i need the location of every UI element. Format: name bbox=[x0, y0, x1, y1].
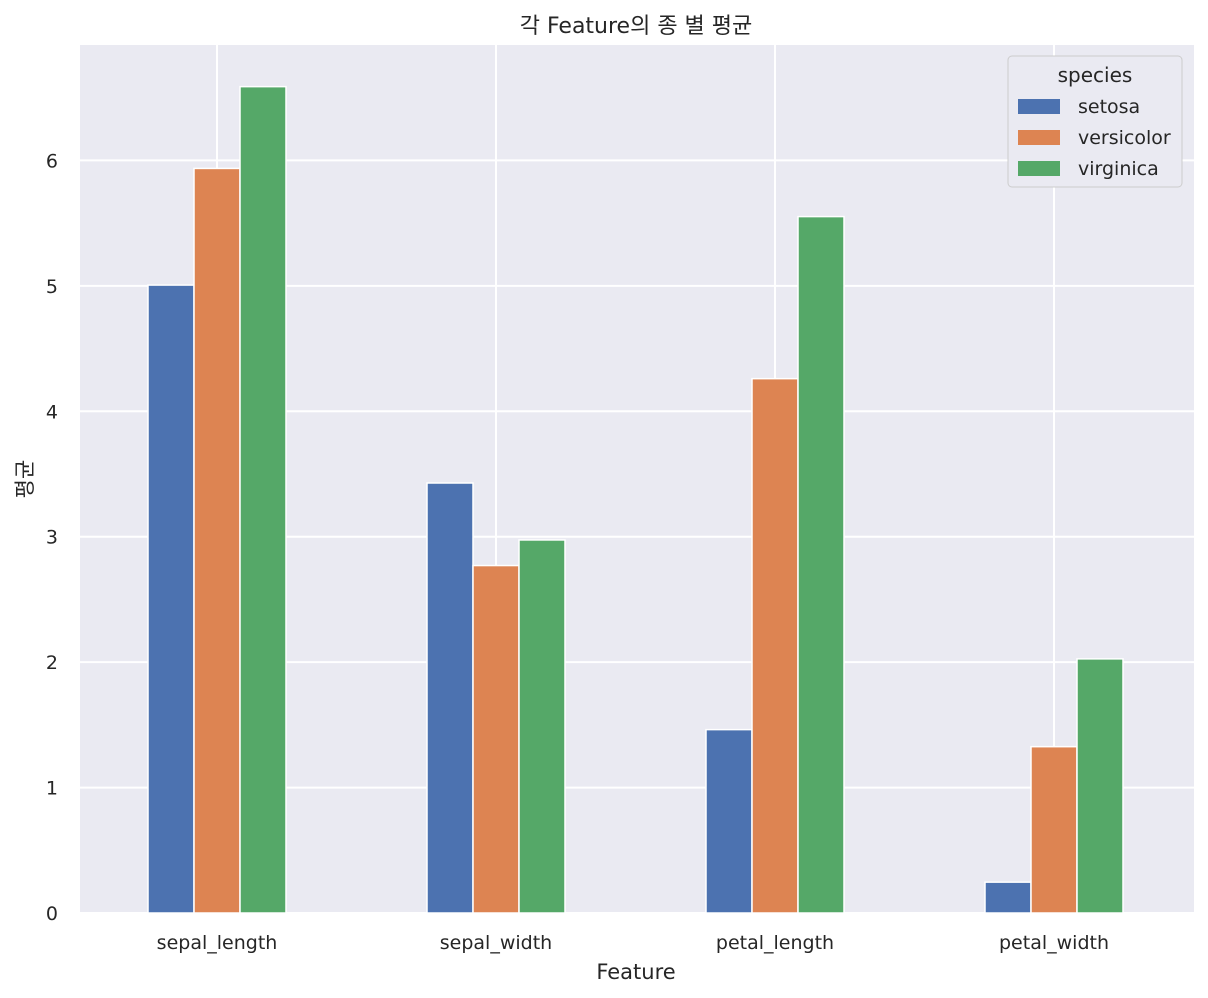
x-axis-label: Feature bbox=[596, 960, 675, 984]
x-tick-label: sepal_length bbox=[157, 932, 278, 954]
y-tick-labels: 0 1 2 3 4 5 6 bbox=[46, 150, 58, 925]
legend-swatch-setosa bbox=[1018, 99, 1060, 114]
bar-setosa-sepal_width bbox=[426, 482, 474, 914]
bar-versicolor-sepal_width bbox=[472, 564, 520, 914]
y-tick-label: 2 bbox=[46, 652, 58, 674]
y-tick-label: 5 bbox=[46, 276, 58, 298]
bar-virginica-petal_length bbox=[797, 215, 845, 914]
y-tick-label: 1 bbox=[46, 778, 58, 800]
bars bbox=[147, 85, 1124, 914]
bar-versicolor-petal_width bbox=[1030, 745, 1078, 914]
legend-label-versicolor: versicolor bbox=[1078, 127, 1171, 149]
chart-title: 각 Feature의 종 별 평균 bbox=[520, 14, 753, 39]
bar-setosa-petal_length bbox=[705, 728, 753, 914]
y-tick-label: 6 bbox=[46, 150, 58, 172]
legend-label-setosa: setosa bbox=[1078, 96, 1140, 118]
legend-box bbox=[1007, 55, 1183, 188]
legend-swatch-versicolor bbox=[1018, 130, 1060, 145]
bar-virginica-sepal_length bbox=[239, 85, 287, 914]
x-tick-label: sepal_width bbox=[440, 932, 552, 954]
bar-setosa-sepal_length bbox=[147, 284, 195, 914]
bar-versicolor-petal_length bbox=[751, 377, 799, 914]
legend: species setosa versicolor virginica bbox=[1007, 55, 1183, 188]
x-tick-label: petal_width bbox=[999, 932, 1109, 954]
bar-virginica-petal_width bbox=[1076, 658, 1124, 914]
x-tick-label: petal_length bbox=[716, 932, 834, 954]
bar-setosa-petal_width bbox=[984, 881, 1032, 914]
legend-title: species bbox=[1058, 63, 1133, 87]
legend-label-virginica: virginica bbox=[1078, 158, 1159, 180]
y-tick-label: 4 bbox=[46, 401, 58, 423]
x-tick-labels: sepal_length sepal_width petal_length petal… bbox=[157, 932, 1109, 954]
legend-swatch-virginica bbox=[1018, 161, 1060, 176]
y-axis-label: 평균 bbox=[13, 460, 37, 499]
y-tick-label: 3 bbox=[46, 527, 58, 549]
y-tick-label: 0 bbox=[46, 903, 58, 925]
legend-items: setosa versicolor virginica bbox=[1018, 96, 1171, 180]
bar-virginica-sepal_width bbox=[518, 539, 566, 914]
bar-versicolor-sepal_length bbox=[193, 167, 241, 914]
